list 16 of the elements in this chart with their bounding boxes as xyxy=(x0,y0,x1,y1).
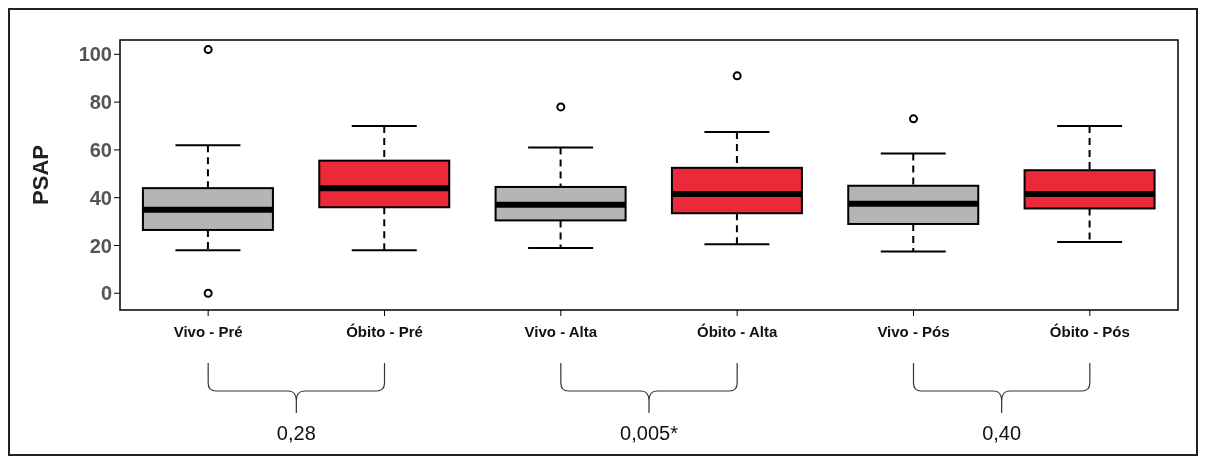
y-tick-label: 100 xyxy=(78,43,112,66)
x-tick-label: Óbito - Alta xyxy=(697,322,778,340)
y-tick-label: 0 xyxy=(100,282,112,305)
y-tick-label: 40 xyxy=(89,186,112,209)
x-tick-label: Vivo - Pós xyxy=(877,322,950,340)
y-tick-label: 20 xyxy=(89,234,112,257)
x-tick-label: Vivo - Alta xyxy=(524,322,598,340)
y-tick-label: 60 xyxy=(89,139,112,162)
text: 0,005* xyxy=(620,422,679,444)
text: 0,40 xyxy=(982,422,1022,444)
x-tick-label: Vivo - Pré xyxy=(173,322,243,340)
y-tick-label: 80 xyxy=(89,91,112,114)
x-tick-label: Óbito - Pós xyxy=(1049,322,1130,340)
y-axis-title: PSAP xyxy=(27,145,53,205)
text: 0,28 xyxy=(276,422,316,444)
x-tick-label: Óbito - Pré xyxy=(346,322,423,340)
